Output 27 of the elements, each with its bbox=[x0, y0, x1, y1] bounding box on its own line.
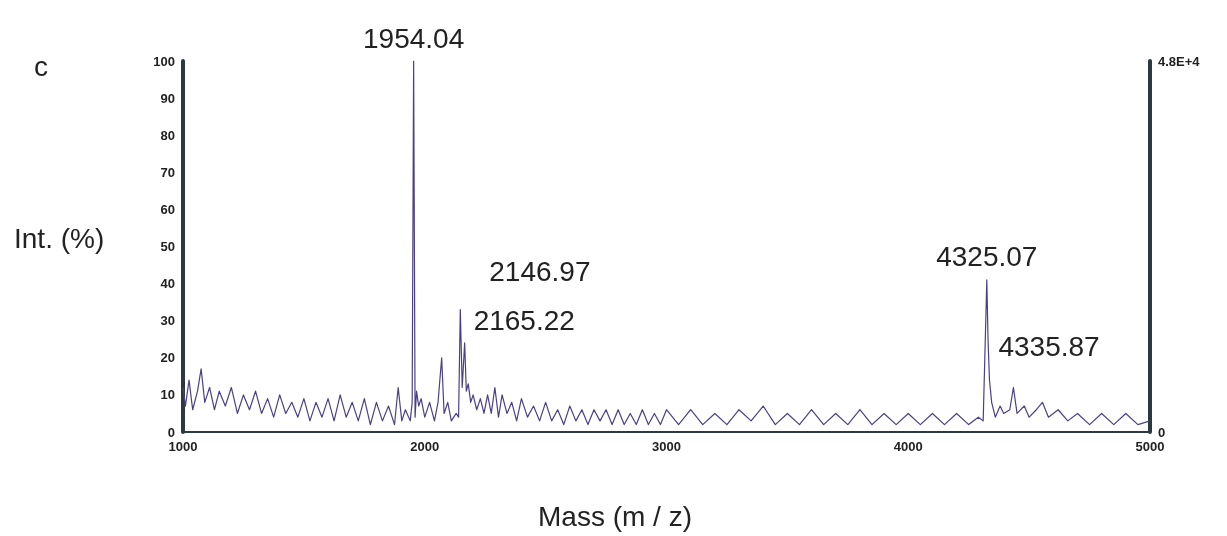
y-tick-label: 10 bbox=[160, 387, 175, 403]
x-tick-label: 2000 bbox=[410, 439, 440, 454]
x-tick-label: 5000 bbox=[1135, 439, 1165, 454]
y-tick-label: 50 bbox=[160, 239, 175, 254]
annotation: 2146.97 bbox=[489, 256, 591, 288]
y-tick-label: 40 bbox=[160, 276, 175, 292]
y-tick-label: 0 bbox=[167, 424, 175, 440]
y2-tick-label: 0 bbox=[1158, 424, 1166, 440]
line-series bbox=[182, 60, 1151, 426]
y-tick-label: 70 bbox=[160, 164, 175, 180]
y-tick-label: 100 bbox=[153, 53, 175, 69]
annotation: 1954.04 bbox=[363, 22, 465, 54]
annotation: 4325.07 bbox=[936, 241, 1038, 273]
y2-tick-label: 4.8E+4 bbox=[1158, 53, 1201, 69]
y-tick-label: 90 bbox=[160, 90, 175, 106]
annotation: 2165.22 bbox=[473, 305, 575, 337]
x-tick-label: 4000 bbox=[893, 439, 923, 454]
x-tick-label: 1000 bbox=[168, 439, 198, 454]
text: c bbox=[34, 50, 48, 82]
x-axis-title: Mass (m / z) bbox=[538, 500, 692, 532]
y-tick-label: 30 bbox=[160, 313, 175, 329]
y-tick-label: 80 bbox=[160, 127, 175, 143]
y-tick-label: 20 bbox=[160, 350, 175, 366]
y-axis-title: Int. (%) bbox=[14, 222, 105, 254]
y-tick-label: 60 bbox=[160, 201, 175, 217]
x-tick-label: 3000 bbox=[652, 439, 681, 454]
annotation: 4335.87 bbox=[998, 330, 1100, 362]
